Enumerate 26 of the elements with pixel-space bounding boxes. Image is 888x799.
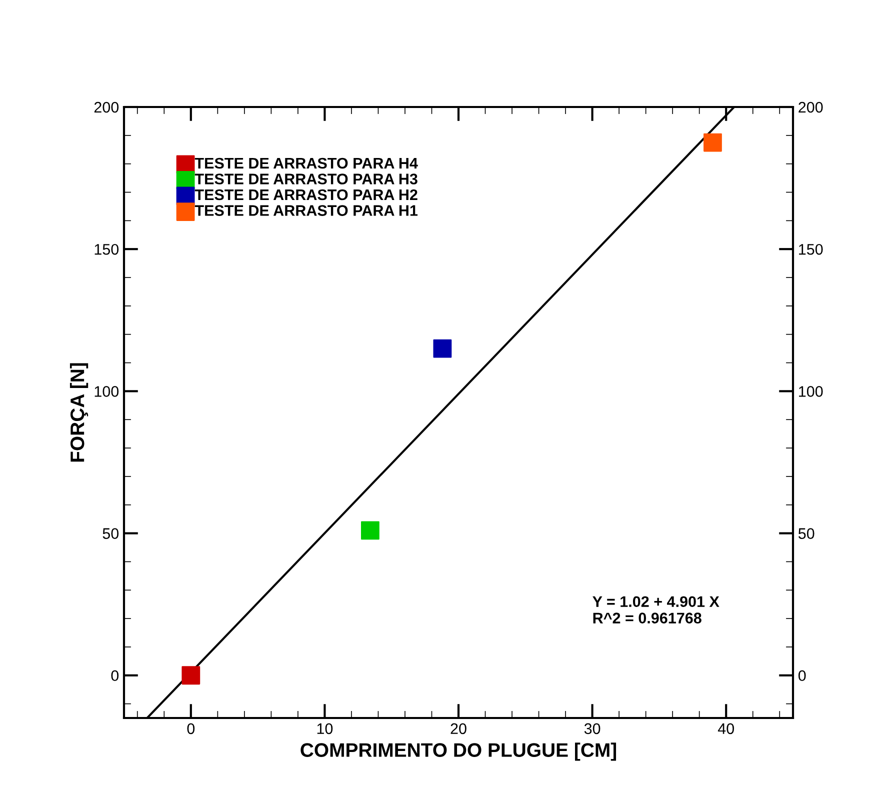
y-tick-label: 0	[111, 670, 119, 682]
legend-label: TESTE DE ARRASTO PARA H3	[194, 174, 418, 184]
x-tick-label: 30	[584, 723, 600, 734]
legend-label: TESTE DE ARRASTO PARA H2	[194, 189, 418, 200]
y-tick-label: 50	[102, 528, 119, 539]
y2-tick-label: 50	[798, 528, 814, 539]
annotation: Y = 1.02 + 4.901 X R^2 = 0.961768	[592, 596, 720, 624]
point	[182, 666, 200, 685]
legend-label: TESTE DE ARRASTO PARA H4	[194, 158, 418, 169]
point	[360, 521, 380, 540]
y-axis-title: FORÇA [N]	[70, 363, 88, 462]
y-tick-label: 100	[94, 386, 119, 397]
x-tick-label: 40	[718, 723, 734, 734]
y2-tick-label: 200	[798, 102, 823, 113]
y-tick-label: 200	[94, 102, 119, 113]
x-tick-label: 0	[187, 723, 195, 734]
y2-tick-label: 100	[799, 386, 823, 397]
y-tick-label: 150	[94, 244, 119, 255]
x-tick-label: 10	[317, 723, 333, 734]
x-axis-title: COMPRIMENTO DO PLUGUE [CM]	[300, 742, 616, 761]
point	[704, 133, 722, 152]
legend-label: TESTE DE ARRASTO PARA H1	[194, 205, 418, 216]
y2-tick-label: 0	[798, 670, 806, 682]
y2-tick-label: 150	[799, 244, 823, 255]
x-tick-label: 20	[450, 723, 466, 734]
point	[433, 339, 452, 358]
